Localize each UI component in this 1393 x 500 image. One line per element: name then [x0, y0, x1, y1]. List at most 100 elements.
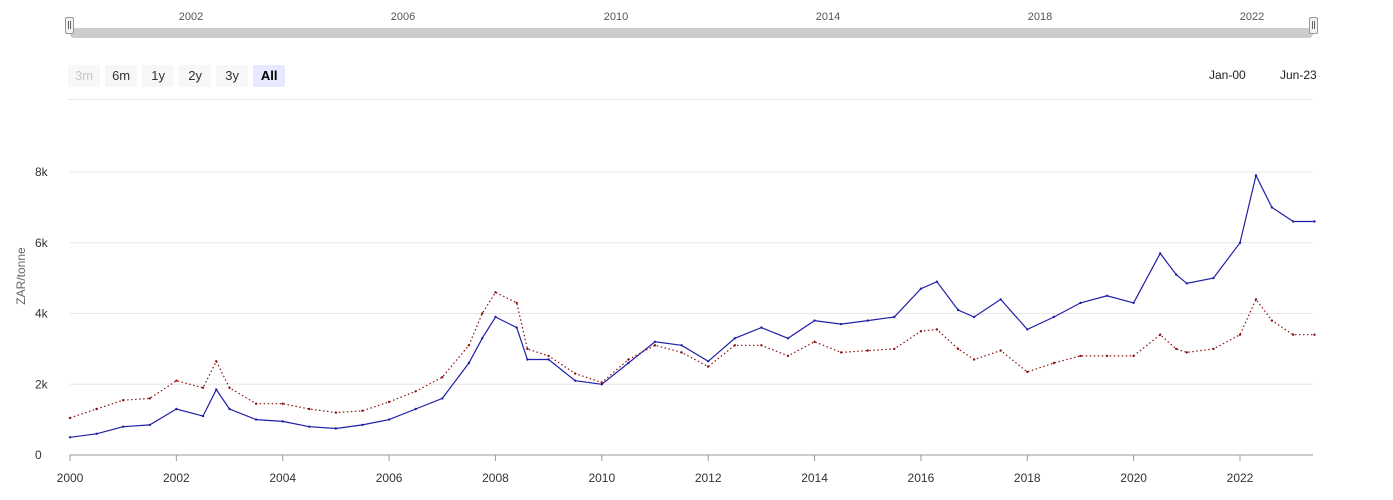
series-1-point [972, 315, 976, 319]
series-1-point [1292, 220, 1295, 223]
series-2-point [866, 349, 869, 352]
x-tick-label: 2022 [1227, 471, 1254, 485]
series-2-point [956, 347, 960, 351]
series-1-point [1175, 273, 1178, 276]
x-tick-label: 2016 [908, 471, 935, 485]
range-button-3m[interactable]: 3m [68, 65, 101, 87]
x-tick-label: 2002 [163, 471, 190, 485]
y-tick-label: 6k [35, 236, 49, 250]
series-1-point [308, 425, 311, 428]
series-1 [68, 173, 1316, 439]
series-2-point [1292, 333, 1295, 336]
x-tick-label: 2020 [1120, 471, 1147, 485]
series-2-point [1175, 347, 1178, 351]
series-1-point [387, 418, 391, 421]
series-1-point [1185, 282, 1189, 285]
series-1-point [1079, 301, 1082, 305]
series-2-point [228, 386, 231, 389]
series-1-point [893, 315, 896, 319]
series-1-point [148, 423, 151, 427]
series-1-point [1238, 241, 1242, 244]
series-2-point [215, 360, 218, 363]
series-2-point [175, 379, 178, 382]
range-selector-buttons: 3m 6m 1y 2y 3y All [68, 65, 286, 87]
series-1-point [866, 319, 869, 322]
navigator[interactable]: 2002 2006 2010 2014 2018 2022 [0, 0, 1393, 45]
series-2-point [1159, 333, 1162, 336]
series-2-point [1185, 351, 1189, 354]
series-1-point [786, 337, 790, 340]
range-button-3y[interactable]: 3y [216, 65, 249, 87]
series-2-point [441, 376, 444, 379]
series-2-point [526, 347, 529, 351]
series-1-point [68, 436, 72, 439]
y-tick-label: 2k [35, 377, 49, 391]
navigator-tick: 2018 [1027, 11, 1053, 23]
y-tick-label: 0 [35, 448, 42, 462]
range-button-2y[interactable]: 2y [179, 65, 212, 87]
x-tick-label: 2010 [588, 471, 615, 485]
series-1-point [414, 407, 417, 411]
series-2-point [1105, 354, 1109, 358]
series-1-point [653, 340, 657, 343]
series-2-point [334, 411, 338, 414]
x-tick-label: 2018 [1014, 471, 1041, 485]
series-1-point [334, 427, 338, 430]
series-1-point [215, 388, 218, 391]
series-2-point [547, 354, 550, 358]
series-2-point [1254, 298, 1258, 301]
series-1-point [1026, 328, 1029, 331]
grid-lines [70, 171, 1313, 385]
series-2-point [760, 344, 763, 347]
x-tick-label: 2000 [57, 471, 84, 485]
range-to-input[interactable]: Jun-23 [1280, 68, 1317, 82]
series-2-point [1052, 361, 1056, 365]
series-1-line [69, 173, 1315, 438]
series-2-point [515, 301, 518, 305]
series-2-point [707, 365, 710, 368]
series-2-point [387, 400, 391, 404]
series-2-point [481, 312, 484, 315]
series-2-point [201, 386, 205, 389]
series-1-point [481, 337, 484, 340]
series-2-point [999, 349, 1002, 352]
series-2-point [574, 372, 577, 375]
x-tick-label: 2004 [269, 471, 296, 485]
series-1-point [1212, 276, 1215, 280]
series-2-point [467, 344, 471, 347]
series-1-point [627, 361, 630, 365]
series-2-point [1132, 354, 1135, 358]
navigator-left-handle[interactable] [65, 17, 74, 34]
series-1-point [95, 432, 98, 435]
range-from-input[interactable]: Jan-00 [1209, 68, 1246, 82]
series-1-point [760, 326, 763, 329]
series-2-point [361, 409, 364, 412]
series-2-point [935, 328, 939, 331]
navigator-right-handle[interactable] [1309, 17, 1318, 34]
y-tick-label: 4k [35, 307, 49, 321]
y-tick-label: 8k [35, 165, 49, 179]
x-tick-label: 2008 [482, 471, 509, 485]
series-2-point [653, 344, 657, 347]
x-tick-label: 2006 [376, 471, 403, 485]
navigator-scrollbar[interactable] [70, 28, 1313, 38]
series-2-point [813, 340, 816, 343]
range-button-1y[interactable]: 1y [142, 65, 175, 87]
series-2-point [919, 330, 923, 333]
series-1-point [1132, 301, 1135, 305]
series-1-point [999, 298, 1002, 301]
series-1-point [956, 308, 960, 312]
navigator-tick: 2006 [390, 11, 416, 23]
range-button-6m[interactable]: 6m [105, 65, 138, 87]
series-1-point [733, 337, 736, 340]
series-2-point [308, 407, 311, 411]
series-2-point [1313, 333, 1316, 336]
series-1-point [1254, 174, 1258, 177]
series-2-point [95, 407, 98, 411]
series-1-point [1159, 252, 1162, 255]
range-button-all[interactable]: All [253, 65, 286, 87]
series-1-point [839, 322, 843, 326]
series-1-point [526, 358, 529, 361]
series-1-point [1105, 294, 1109, 297]
